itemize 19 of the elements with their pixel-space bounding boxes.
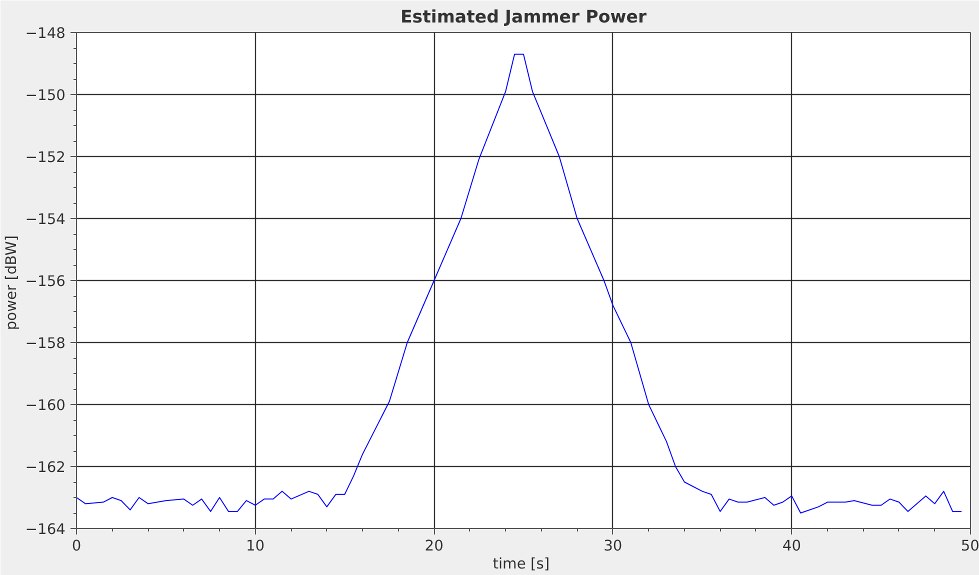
x-tick-label: 20 [424, 538, 444, 554]
x-tick-label: 40 [782, 538, 802, 554]
y-tick-label: −160 [25, 397, 66, 414]
x-tick-label: 10 [246, 538, 265, 554]
x-tick-label: 0 [72, 538, 82, 554]
x-tick-label: 50 [960, 538, 979, 554]
y-tick-label: −158 [25, 335, 66, 352]
y-tick-label: −162 [25, 459, 66, 476]
x-tick-label: 30 [604, 538, 622, 554]
y-axis-title: power [dBW] [3, 235, 20, 330]
x-axis-title: time [s] [492, 556, 550, 572]
y-tick-label: −156 [25, 273, 66, 290]
y-tick-label: −164 [25, 521, 66, 538]
line-series [76, 54, 962, 514]
y-tick-label: −148 [25, 25, 66, 42]
y-tick-label: −154 [25, 211, 66, 228]
y-tick-label: −150 [25, 87, 66, 104]
chart-title: Estimated Jammer Power [400, 8, 647, 28]
y-tick-label: −152 [25, 149, 66, 166]
